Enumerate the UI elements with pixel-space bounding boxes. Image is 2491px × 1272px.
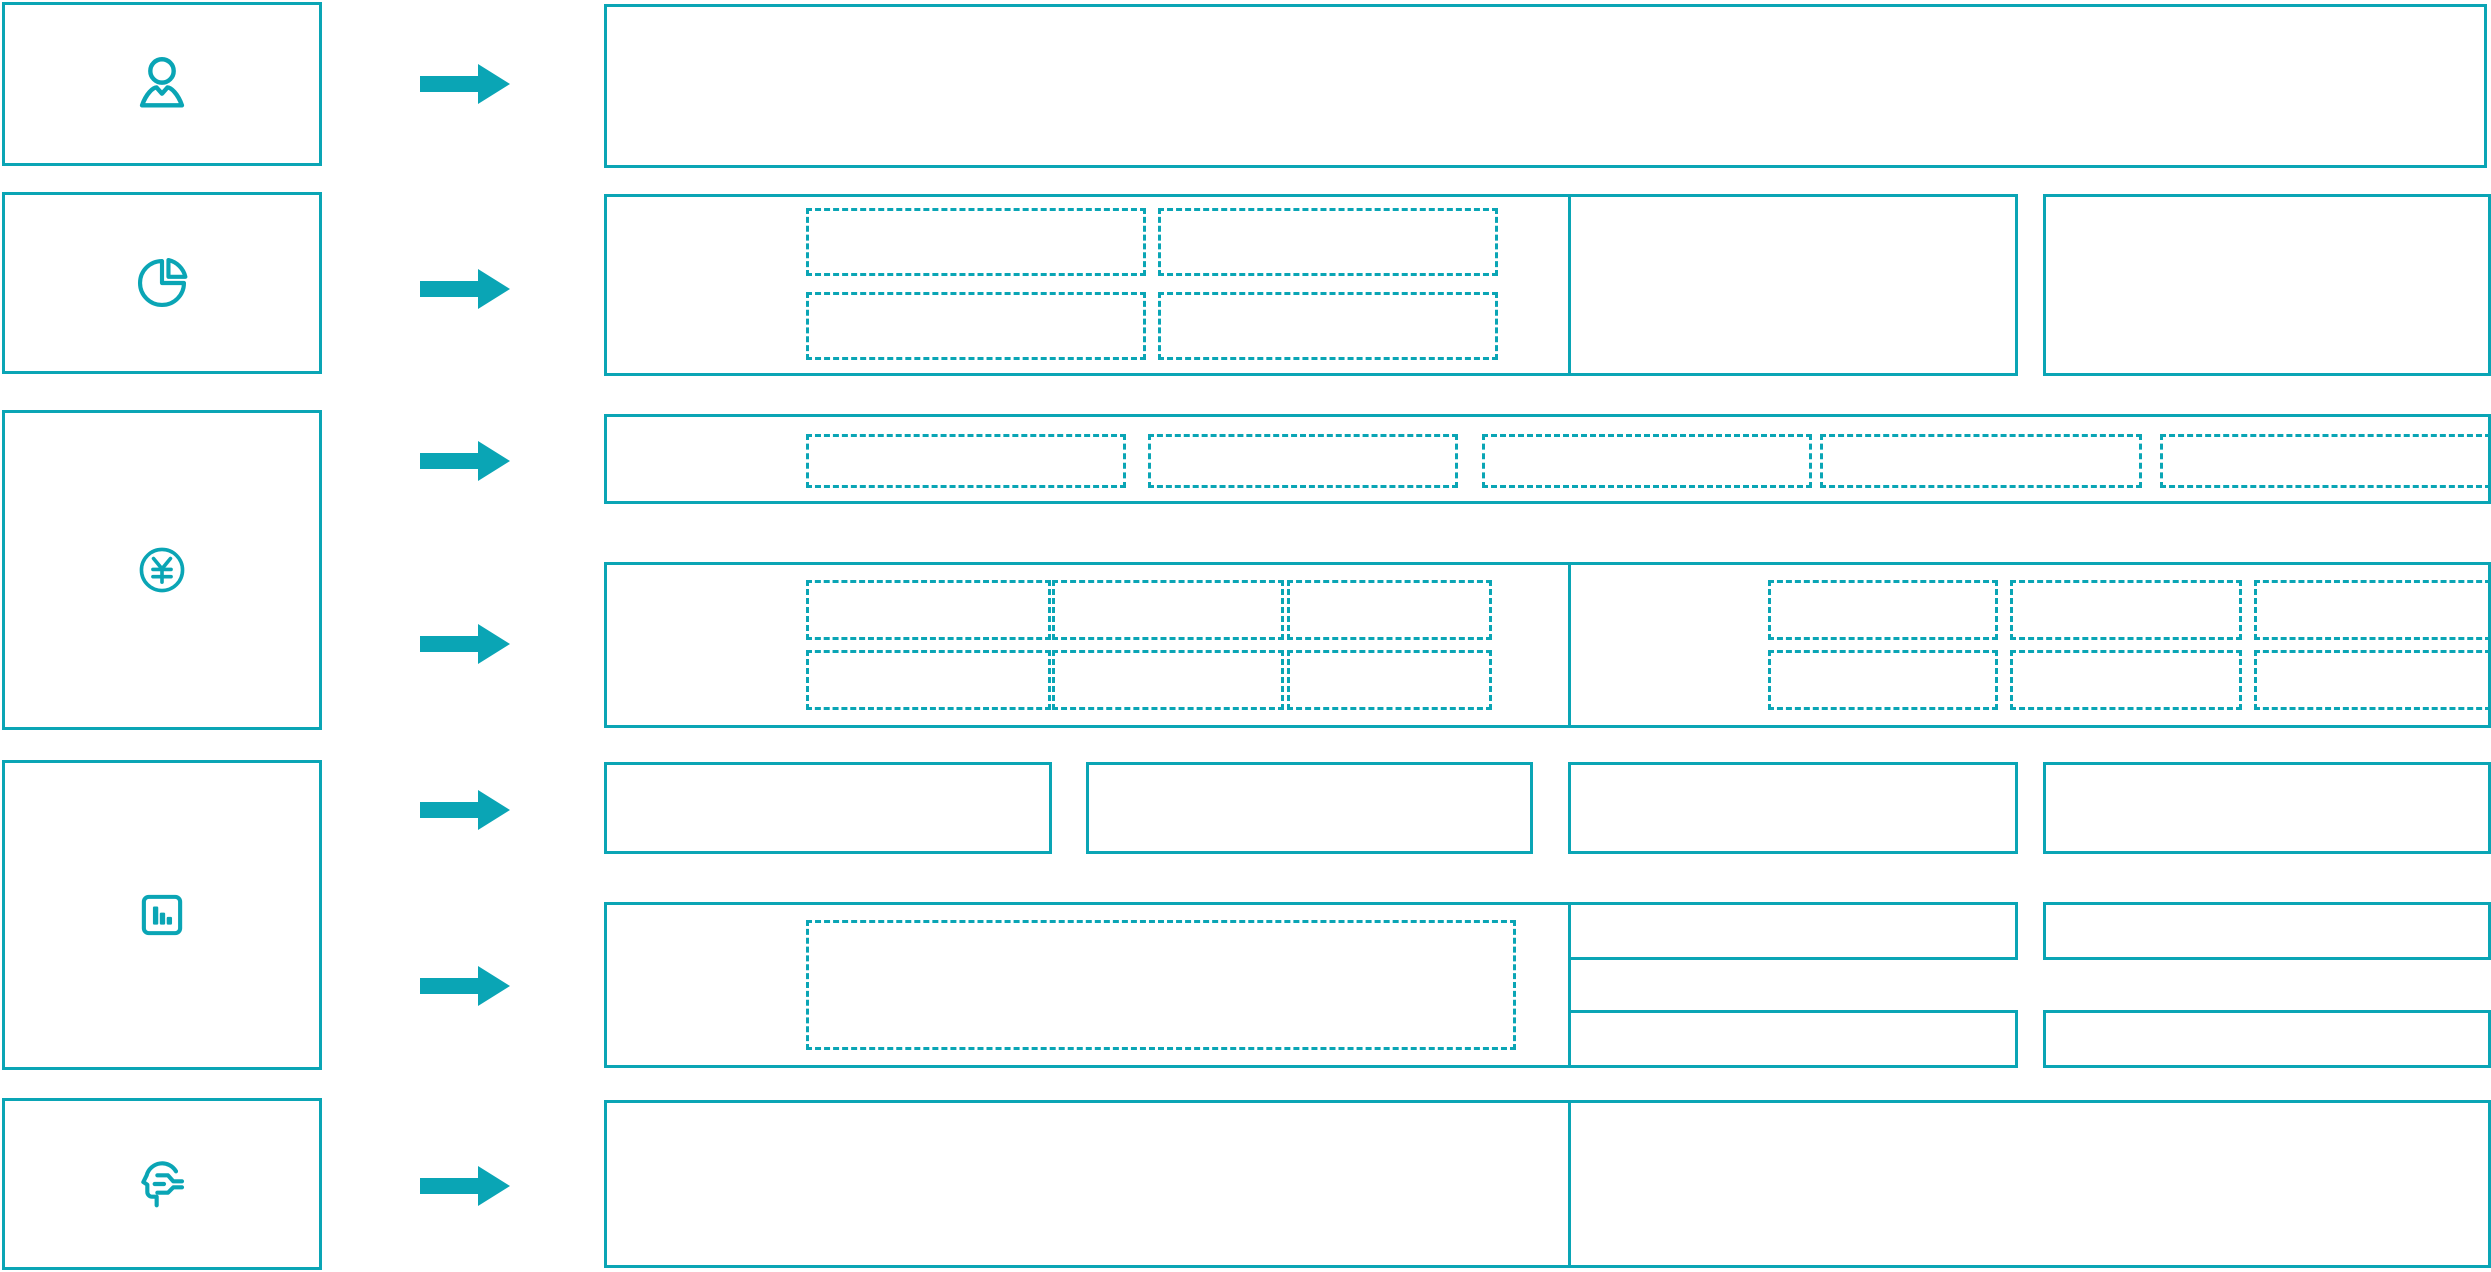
icon-card-ai[interactable]: [2, 1098, 322, 1270]
icon-card-bar-chart[interactable]: [2, 760, 322, 1070]
layout-box[interactable]: [1568, 1010, 2018, 1068]
placeholder-box[interactable]: [2254, 650, 2491, 710]
placeholder-box[interactable]: [1820, 434, 2142, 488]
placeholder-box[interactable]: [1052, 580, 1284, 640]
icon-card-pie[interactable]: [2, 192, 322, 374]
layout-box[interactable]: [604, 1100, 1571, 1268]
placeholder-box[interactable]: [1768, 580, 1998, 640]
arrow-right-icon: [420, 786, 510, 834]
bar-chart-icon: [133, 886, 191, 944]
placeholder-box[interactable]: [806, 920, 1516, 1050]
placeholder-box[interactable]: [806, 580, 1051, 640]
icon-card-currency[interactable]: [2, 410, 322, 730]
layout-box[interactable]: [1568, 562, 2491, 728]
layout-box[interactable]: [1568, 902, 2018, 960]
arrow-right-icon: [420, 962, 510, 1010]
arrow-right-icon: [420, 620, 510, 668]
icon-card-person[interactable]: [2, 2, 322, 166]
arrow-right-icon: [420, 1162, 510, 1210]
placeholder-box[interactable]: [1287, 650, 1492, 710]
person-icon: [129, 51, 195, 117]
pie-chart-icon: [131, 252, 193, 314]
placeholder-box[interactable]: [1482, 434, 1812, 488]
layout-box[interactable]: [604, 562, 1571, 728]
layout-box[interactable]: [2043, 194, 2491, 376]
placeholder-box[interactable]: [1158, 208, 1498, 276]
placeholder-box[interactable]: [1148, 434, 1458, 488]
placeholder-box[interactable]: [2160, 434, 2491, 488]
placeholder-box[interactable]: [2254, 580, 2491, 640]
placeholder-box[interactable]: [1158, 292, 1498, 360]
arrow-right-icon: [420, 60, 510, 108]
ai-head-icon: [130, 1152, 194, 1216]
layout-box[interactable]: [604, 4, 2487, 168]
layout-box[interactable]: [1568, 762, 2018, 854]
layout-box[interactable]: [604, 414, 2491, 504]
layout-box[interactable]: [604, 902, 1571, 1068]
placeholder-box[interactable]: [1052, 650, 1284, 710]
layout-box[interactable]: [1568, 194, 2018, 376]
arrow-right-icon: [420, 265, 510, 313]
placeholder-box[interactable]: [806, 292, 1146, 360]
placeholder-box[interactable]: [806, 208, 1146, 276]
layout-box[interactable]: [604, 762, 1052, 854]
layout-box[interactable]: [2043, 762, 2491, 854]
placeholder-box[interactable]: [806, 650, 1051, 710]
placeholder-box[interactable]: [1287, 580, 1492, 640]
arrow-right-icon: [420, 437, 510, 485]
placeholder-box[interactable]: [1768, 650, 1998, 710]
placeholder-box[interactable]: [2010, 650, 2242, 710]
placeholder-box[interactable]: [2010, 580, 2242, 640]
layout-box[interactable]: [1568, 1100, 2491, 1268]
yen-coin-icon: [133, 541, 191, 599]
placeholder-box[interactable]: [806, 434, 1126, 488]
layout-box[interactable]: [2043, 1010, 2491, 1068]
layout-box[interactable]: [604, 194, 1571, 376]
layout-box[interactable]: [1086, 762, 1533, 854]
layout-box[interactable]: [2043, 902, 2491, 960]
